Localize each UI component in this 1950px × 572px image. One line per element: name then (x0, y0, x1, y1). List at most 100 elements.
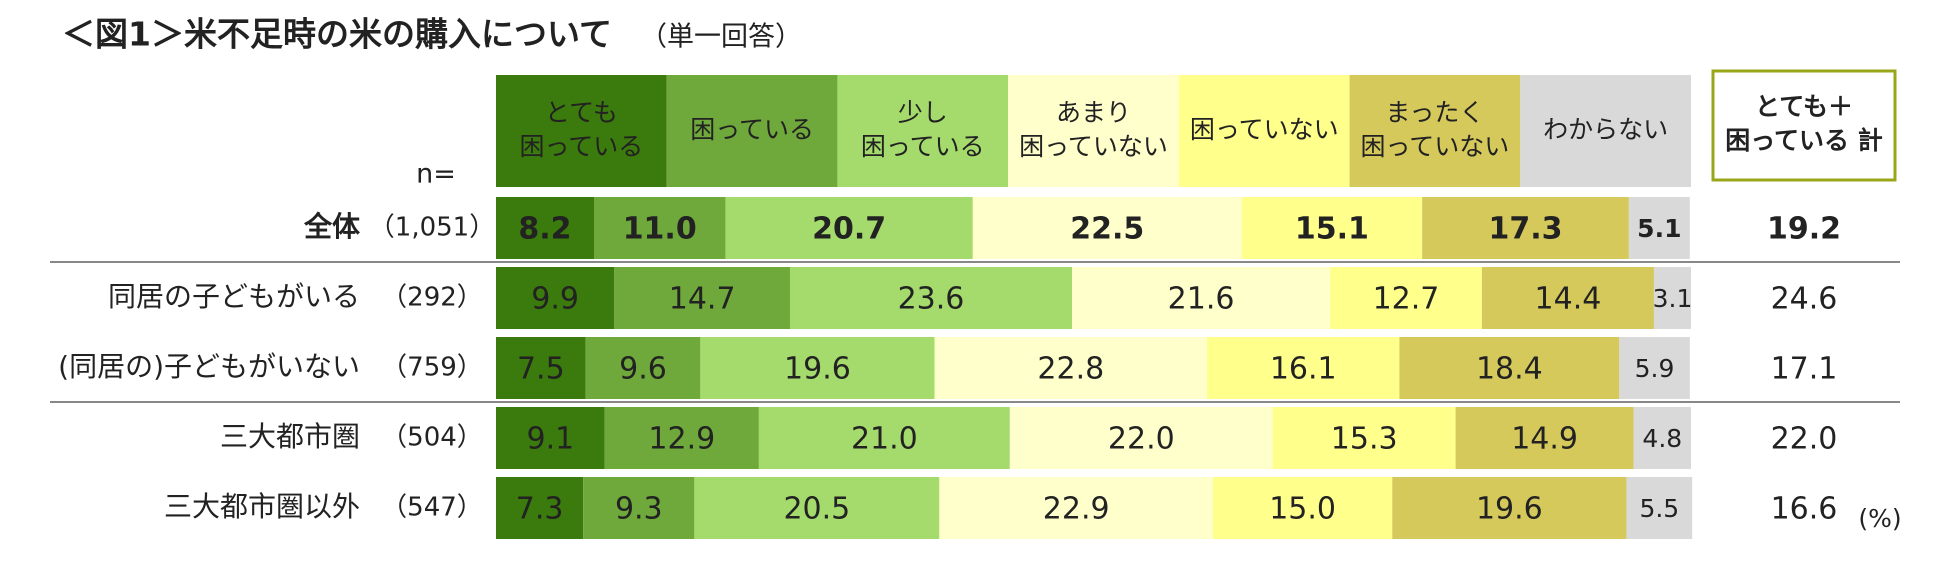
legend-swatch (837, 75, 1009, 187)
bar-segment (604, 407, 759, 469)
value-label: 9.9 (531, 282, 579, 317)
value-label: 15.0 (1269, 492, 1336, 527)
value-label: 14.7 (669, 282, 736, 317)
bar-segment (585, 337, 701, 399)
bar-segment (1241, 197, 1423, 259)
bar-segment (700, 337, 935, 399)
bar-segment (1633, 407, 1691, 469)
value-label: 14.9 (1511, 422, 1578, 457)
value-label: 15.1 (1295, 212, 1369, 247)
bar-segment (758, 407, 1010, 469)
value-label: 9.1 (527, 422, 575, 457)
total-value: 17.1 (1771, 352, 1838, 387)
bar-segment (1619, 337, 1690, 399)
value-label: 21.6 (1168, 282, 1235, 317)
n-label: （504） (381, 423, 483, 453)
value-label: 22.9 (1043, 492, 1110, 527)
bar-segment (1071, 267, 1331, 329)
chart-title: ＜図1＞米不足時の米の購入について (62, 15, 612, 54)
total-value: 16.6 (1771, 492, 1838, 527)
bar-segment (496, 477, 584, 539)
category-label: 三大都市圏以外 (164, 490, 360, 523)
value-label: 20.7 (812, 212, 886, 247)
total-value: 22.0 (1771, 422, 1838, 457)
value-label: 12.9 (648, 422, 715, 457)
value-label: 18.4 (1476, 352, 1543, 387)
bar-segment (496, 407, 605, 469)
value-label: 19.6 (784, 352, 851, 387)
bar-segment (1213, 477, 1393, 539)
bar-segment (1455, 407, 1634, 469)
total-value: 19.2 (1767, 212, 1841, 247)
bar-segment (1422, 197, 1629, 259)
legend-label: とても困っている (519, 98, 643, 161)
bar-segment (1399, 337, 1620, 399)
value-label: 7.5 (517, 352, 565, 387)
legend-swatch (496, 75, 667, 187)
legend-swatch (1520, 75, 1691, 187)
bar-segment (939, 477, 1213, 539)
bar-segment (1653, 267, 1691, 329)
value-label: 22.8 (1037, 352, 1104, 387)
value-label: 8.2 (518, 212, 571, 247)
value-label: 9.6 (619, 352, 667, 387)
category-label: 三大都市圏 (220, 420, 360, 453)
total-value: 24.6 (1771, 282, 1838, 317)
value-label: 11.0 (623, 212, 697, 247)
value-label: 17.3 (1488, 212, 1562, 247)
bar-segment (496, 267, 615, 329)
legend-label: 少し困っている (861, 98, 985, 161)
value-label: 9.3 (615, 492, 663, 527)
bar-segment (496, 337, 586, 399)
bar-segment (614, 267, 790, 329)
bar-segment (694, 477, 940, 539)
value-label: 21.0 (851, 422, 918, 457)
category-label: (同居の)子どもがいない (58, 350, 360, 383)
value-label: 19.6 (1476, 492, 1543, 527)
value-label: 3.1 (1653, 284, 1693, 313)
value-label: 22.0 (1108, 422, 1175, 457)
legend-swatch (1008, 75, 1179, 187)
bar-segment (725, 197, 973, 259)
value-label: 5.9 (1635, 354, 1675, 383)
legend-label: まったく困っていない (1361, 98, 1510, 161)
category-label: 同居の子どもがいる (108, 280, 360, 313)
bar-segment (1330, 267, 1482, 329)
bar-segment (496, 197, 594, 259)
bar-segment (1626, 477, 1693, 539)
bar-segment (934, 337, 1208, 399)
n-label: （759） (381, 353, 483, 383)
value-label: 22.5 (1070, 212, 1144, 247)
legend-label: あまり困っていない (1019, 98, 1168, 161)
bar-segment (789, 267, 1072, 329)
bar-segment (1207, 337, 1400, 399)
legend-swatch (1178, 75, 1350, 187)
n-header: n= (416, 159, 456, 190)
value-label: 16.1 (1270, 352, 1337, 387)
value-label: 14.4 (1535, 282, 1602, 317)
n-label: （1,051） (369, 213, 495, 243)
unit-label: (%) (1858, 504, 1901, 533)
value-label: 4.8 (1642, 424, 1682, 453)
bar-segment (583, 477, 695, 539)
legend-label: 困っている (690, 115, 814, 144)
bar-segment (593, 197, 726, 259)
total-header-box (1711, 69, 1897, 182)
legend-swatch (1349, 75, 1521, 187)
category-label: 全体 (303, 210, 361, 243)
value-label: 12.7 (1373, 282, 1440, 317)
legend-label: 困っていない (1190, 115, 1339, 144)
legend-swatch (666, 75, 838, 187)
value-label: 20.5 (783, 492, 850, 527)
value-label: 15.3 (1331, 422, 1398, 457)
bar-segment (972, 197, 1242, 259)
value-label: 5.1 (1637, 214, 1681, 243)
bar-segment (1481, 267, 1654, 329)
bar-segment (1392, 477, 1627, 539)
total-header: とても＋困っている 計 (1725, 92, 1882, 155)
value-label: 23.6 (898, 282, 965, 317)
chart-subtitle: （単一回答） (640, 22, 802, 53)
bar-segment (1009, 407, 1273, 469)
value-label: 5.5 (1639, 494, 1679, 523)
